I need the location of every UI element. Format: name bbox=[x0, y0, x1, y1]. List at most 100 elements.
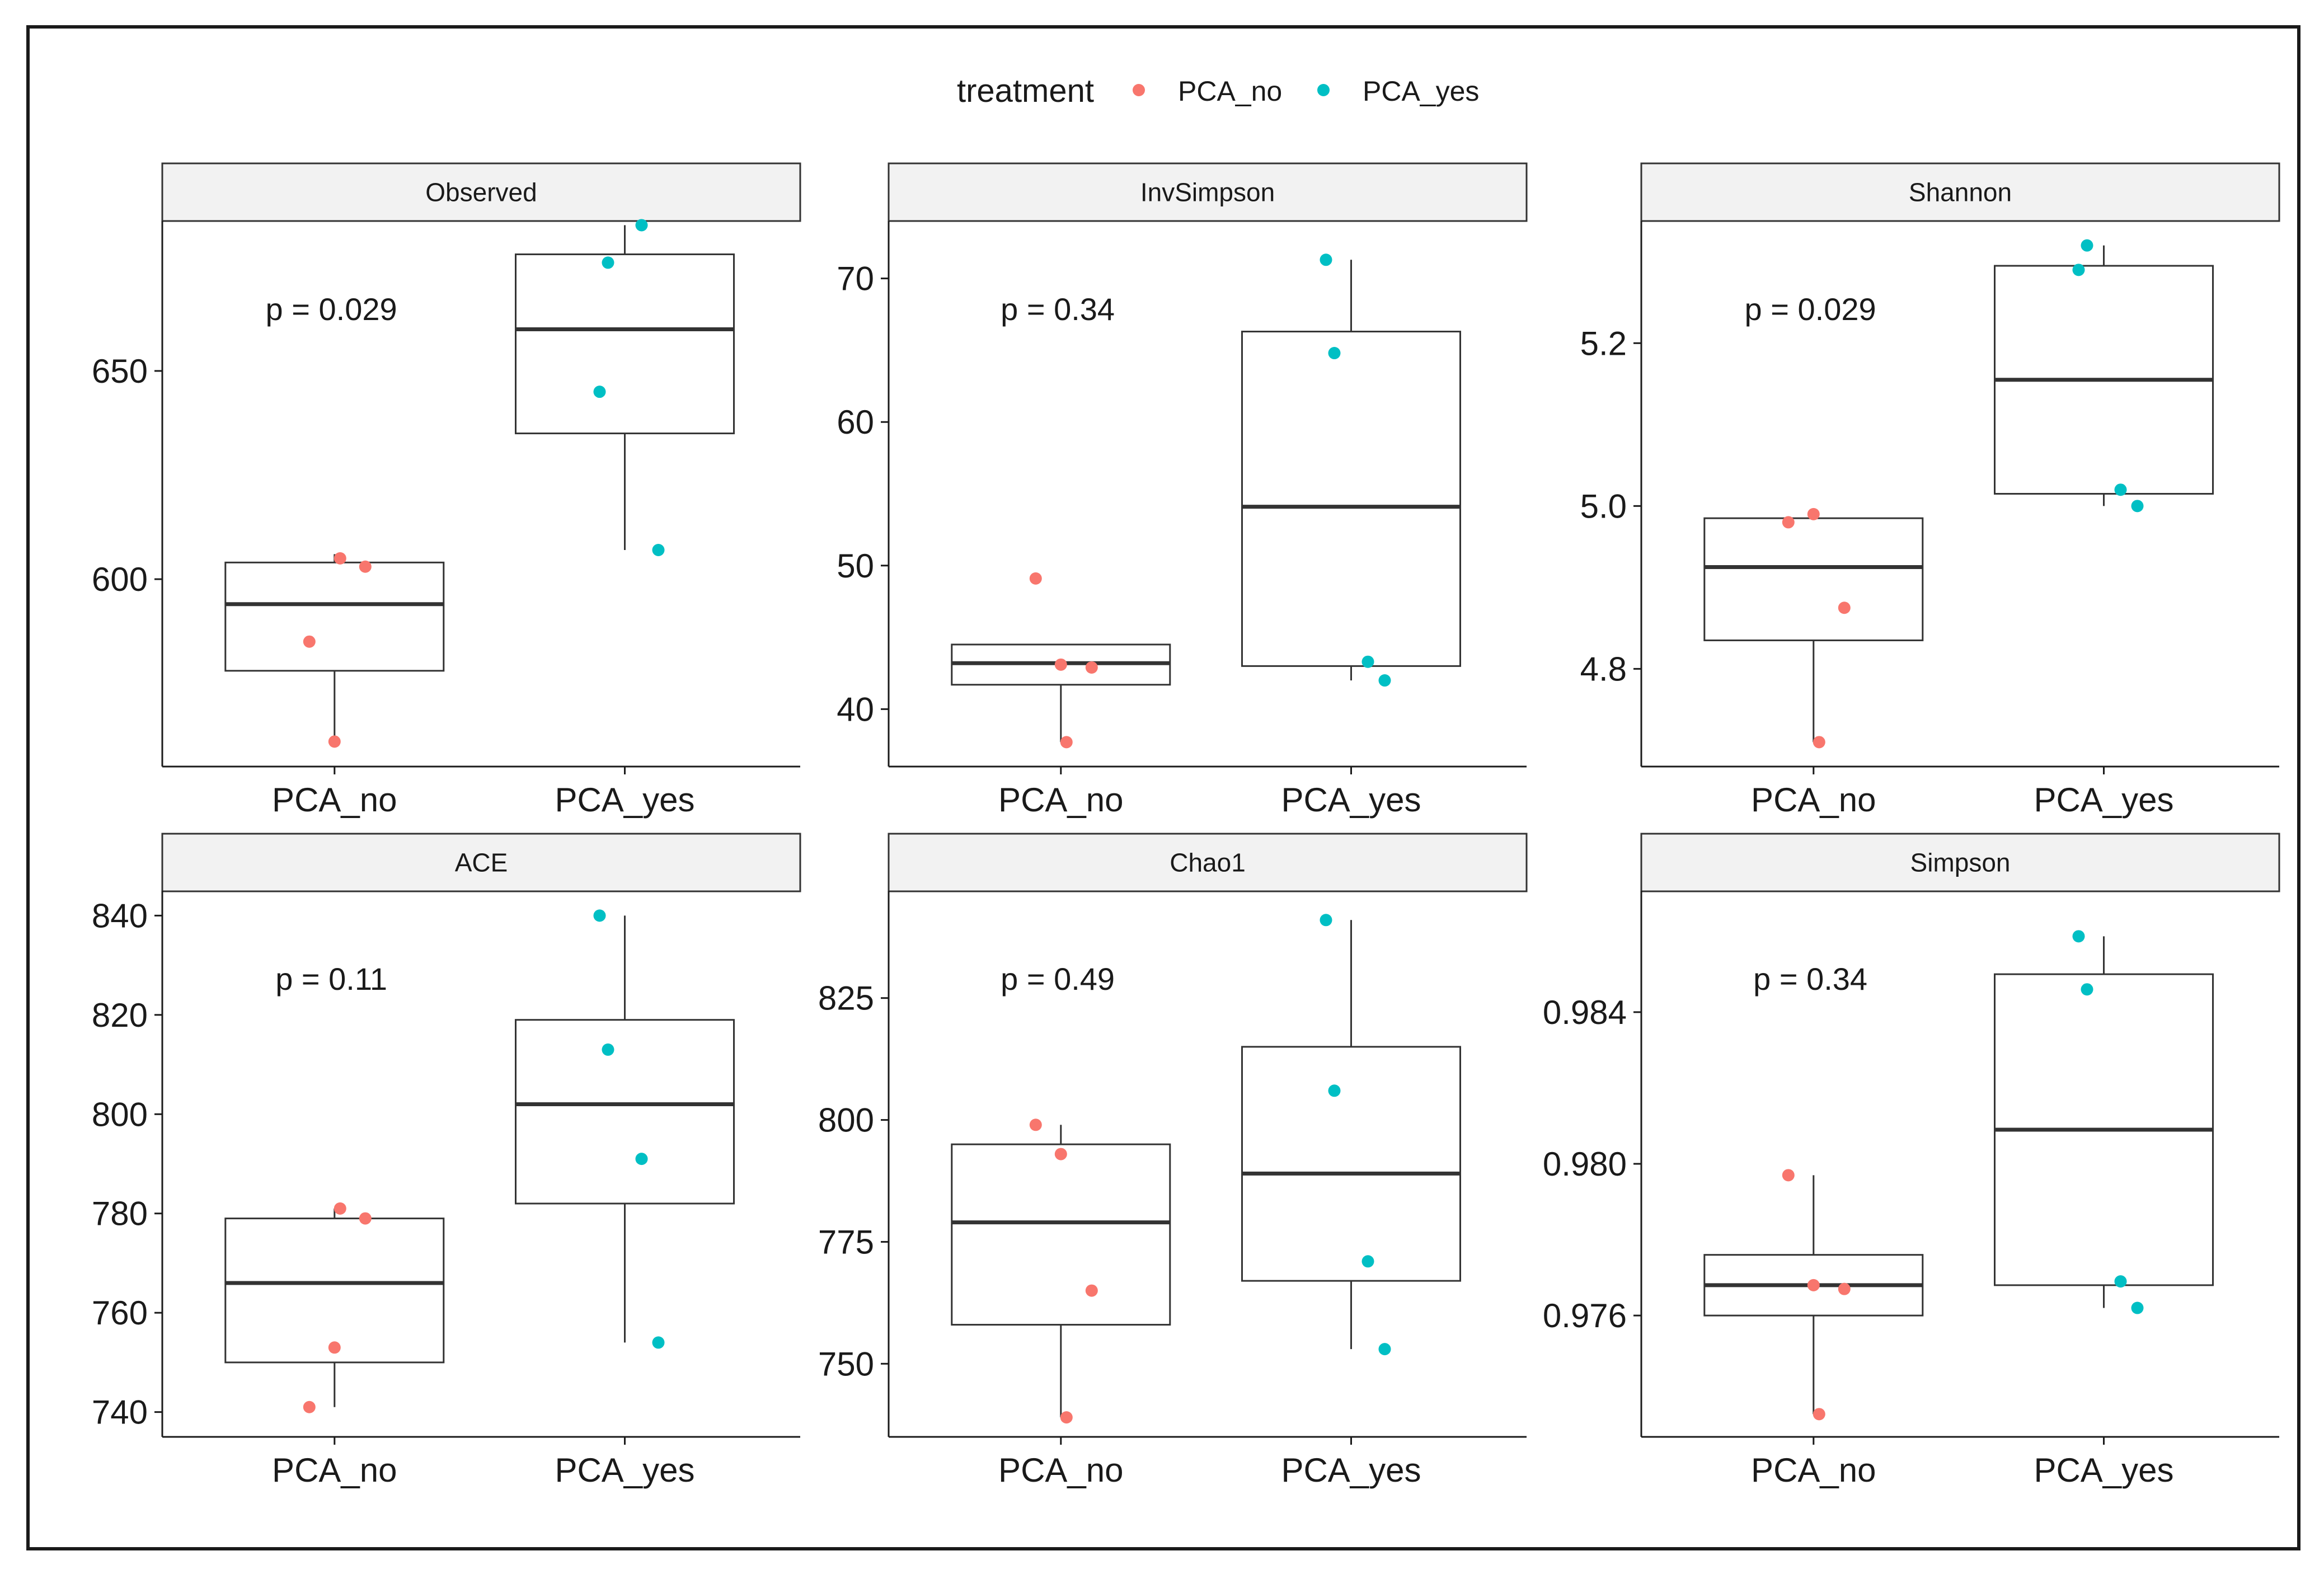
y-tick-label-simpson: 0.976 bbox=[1543, 1297, 1627, 1334]
y-tick-label-invsimpson: 70 bbox=[837, 260, 874, 298]
strip-title-chao1: Chao1 bbox=[1170, 848, 1246, 877]
data-point-observed-pca-yes bbox=[652, 543, 665, 556]
data-point-ace-pca-no bbox=[303, 1401, 316, 1413]
data-point-chao1-pca-no bbox=[1085, 1284, 1098, 1297]
data-point-observed-pca-yes bbox=[635, 219, 648, 232]
data-point-shannon-pca-yes bbox=[2131, 500, 2144, 513]
data-point-invsimpson-pca-yes bbox=[1328, 347, 1341, 360]
x-tick-label-ace: PCA_yes bbox=[555, 1451, 694, 1489]
x-tick-label-observed: PCA_yes bbox=[555, 781, 694, 819]
panel-ace: ACE 740 760 780 800 820 840 PCA_no PCA_yes p = 0.… bbox=[92, 833, 801, 1489]
legend: treatment PCA_no PCA_yes bbox=[957, 73, 1479, 109]
data-point-observed-pca-no bbox=[303, 635, 316, 648]
strip-title-simpson: Simpson bbox=[1910, 848, 2011, 877]
y-tick-label-observed: 650 bbox=[92, 353, 148, 390]
data-point-simpson-pca-no bbox=[1807, 1279, 1820, 1291]
data-point-simpson-pca-no bbox=[1782, 1169, 1795, 1182]
y-tick-label-shannon: 5.2 bbox=[1580, 325, 1627, 362]
x-tick-label-ace: PCA_no bbox=[272, 1451, 397, 1489]
data-point-shannon-pca-no bbox=[1838, 601, 1851, 614]
strip-ace bbox=[161, 833, 801, 892]
y-tick-label-simpson: 0.984 bbox=[1543, 994, 1627, 1031]
strip-shannon bbox=[1640, 162, 2280, 222]
data-point-chao1-pca-no bbox=[1029, 1119, 1042, 1131]
y-tick-label-ace: 760 bbox=[92, 1294, 148, 1332]
y-tick-label-chao1: 800 bbox=[818, 1102, 874, 1139]
data-point-observed-pca-yes bbox=[593, 386, 606, 398]
data-point-shannon-pca-yes bbox=[2081, 239, 2093, 252]
panel-chao1: Chao1 750 775 800 825 PCA_no PCA_yes p = 0.49 bbox=[818, 833, 1528, 1489]
legend-label-pca-yes: PCA_yes bbox=[1363, 76, 1479, 107]
data-point-ace-pca-yes bbox=[593, 909, 606, 922]
y-tick-label-simpson: 0.980 bbox=[1543, 1145, 1627, 1183]
data-point-simpson-pca-yes bbox=[2131, 1301, 2144, 1314]
data-point-invsimpson-pca-no bbox=[1060, 736, 1073, 749]
strip-title-ace: ACE bbox=[455, 848, 508, 877]
legend-label-pca-no: PCA_no bbox=[1178, 76, 1282, 107]
strip-chao1 bbox=[888, 833, 1528, 892]
data-point-invsimpson-pca-yes bbox=[1320, 253, 1332, 266]
data-point-shannon-pca-no bbox=[1782, 516, 1795, 529]
x-tick-label-simpson: PCA_yes bbox=[2034, 1451, 2173, 1489]
data-point-chao1-pca-yes bbox=[1320, 914, 1332, 927]
x-tick-label-chao1: PCA_yes bbox=[1281, 1451, 1421, 1489]
y-tick-label-ace: 780 bbox=[92, 1195, 148, 1233]
strip-title-observed: Observed bbox=[425, 178, 537, 207]
box-shannon-pca-no bbox=[1703, 517, 1924, 641]
data-point-invsimpson-pca-no bbox=[1054, 658, 1067, 671]
y-tick-label-shannon: 5.0 bbox=[1580, 487, 1627, 525]
legend-marker-pca-yes bbox=[1317, 84, 1330, 96]
strip-simpson bbox=[1640, 833, 2280, 892]
data-point-invsimpson-pca-no bbox=[1085, 661, 1098, 674]
data-point-ace-pca-yes bbox=[602, 1043, 614, 1056]
data-point-simpson-pca-no bbox=[1838, 1282, 1851, 1295]
p-value-simpson: p = 0.34 bbox=[1753, 961, 1867, 997]
x-tick-label-simpson: PCA_no bbox=[1751, 1451, 1876, 1489]
figure-frame bbox=[26, 25, 2300, 1550]
box-observed-pca-no bbox=[224, 561, 445, 672]
y-tick-label-shannon: 4.8 bbox=[1580, 650, 1627, 688]
data-point-invsimpson-pca-no bbox=[1029, 572, 1042, 585]
data-point-simpson-pca-no bbox=[1813, 1408, 1825, 1421]
strip-invsimpson bbox=[888, 162, 1528, 222]
x-tick-label-invsimpson: PCA_no bbox=[998, 781, 1123, 819]
data-point-observed-pca-no bbox=[359, 560, 372, 573]
p-value-chao1: p = 0.49 bbox=[1001, 961, 1115, 997]
data-point-chao1-pca-no bbox=[1060, 1411, 1073, 1424]
x-tick-label-shannon: PCA_yes bbox=[2034, 781, 2173, 819]
box-chao1-pca-no bbox=[951, 1143, 1171, 1326]
panels-container: Observed 600 650 PCA_no PCA_yes p = 0.029 InvS… bbox=[92, 162, 2280, 1489]
data-point-shannon-pca-no bbox=[1807, 507, 1820, 520]
x-tick-label-chao1: PCA_no bbox=[998, 1451, 1123, 1489]
data-point-chao1-pca-no bbox=[1054, 1148, 1067, 1160]
data-point-chao1-pca-yes bbox=[1378, 1343, 1391, 1356]
strip-title-shannon: Shannon bbox=[1909, 178, 2012, 207]
data-point-shannon-pca-yes bbox=[2114, 483, 2127, 496]
legend-title: treatment bbox=[957, 73, 1094, 109]
y-tick-label-ace: 800 bbox=[92, 1096, 148, 1133]
p-value-observed: p = 0.029 bbox=[266, 292, 397, 327]
y-tick-label-ace: 740 bbox=[92, 1394, 148, 1431]
data-point-observed-pca-no bbox=[328, 735, 341, 748]
strip-observed bbox=[161, 162, 801, 222]
data-point-chao1-pca-yes bbox=[1328, 1084, 1341, 1097]
data-point-shannon-pca-yes bbox=[2072, 264, 2085, 276]
p-value-ace: p = 0.11 bbox=[275, 961, 387, 997]
x-tick-label-shannon: PCA_no bbox=[1751, 781, 1876, 819]
data-point-simpson-pca-yes bbox=[2081, 983, 2093, 996]
data-point-chao1-pca-yes bbox=[1361, 1255, 1374, 1268]
y-tick-label-ace: 820 bbox=[92, 997, 148, 1034]
data-point-observed-pca-yes bbox=[602, 256, 614, 269]
data-point-ace-pca-no bbox=[328, 1341, 341, 1354]
data-point-observed-pca-no bbox=[334, 552, 346, 565]
legend-marker-pca-no bbox=[1133, 84, 1145, 96]
panel-simpson: Simpson 0.976 0.980 0.984 PCA_no PCA_yes p = 0… bbox=[1543, 833, 2280, 1489]
data-point-simpson-pca-yes bbox=[2114, 1275, 2127, 1288]
y-tick-label-invsimpson: 50 bbox=[837, 547, 874, 585]
p-value-invsimpson: p = 0.34 bbox=[1001, 292, 1115, 327]
panel-shannon: Shannon 4.8 5.0 5.2 PCA_no PCA_yes p = 0.029 bbox=[1580, 162, 2280, 819]
data-point-ace-pca-no bbox=[359, 1212, 372, 1225]
data-point-ace-pca-yes bbox=[635, 1153, 648, 1166]
y-tick-label-invsimpson: 60 bbox=[837, 403, 874, 441]
